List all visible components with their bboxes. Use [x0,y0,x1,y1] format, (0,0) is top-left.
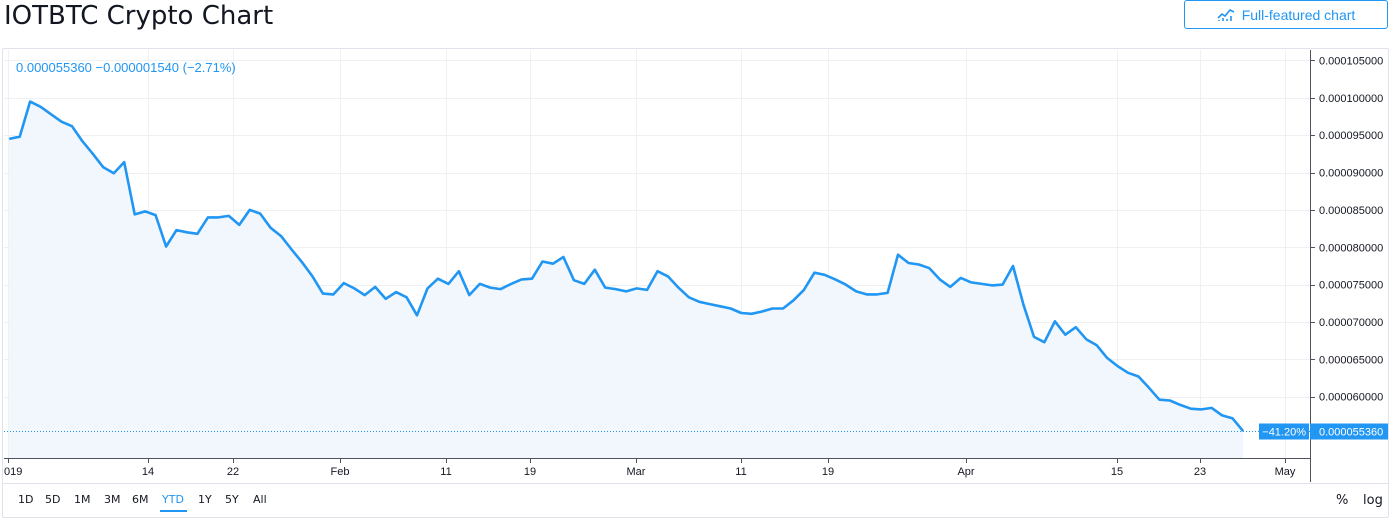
x-tick-label: Mar [627,466,646,478]
x-tick-label: 19 [822,466,834,478]
pct-badge-label: −41.20% [1262,427,1306,439]
x-tick-label: 11 [440,466,451,478]
price-badge-label: 0.000055360 [1319,427,1383,439]
y-tick-label: 0.000090000 [1319,168,1383,180]
series-area [9,101,1244,458]
percent-scale-button[interactable]: % [1336,493,1349,508]
x-tick-label: Feb [331,466,350,478]
range-button-ytd[interactable]: YTD [162,493,184,506]
chart-frame [2,48,1389,518]
series-line [8,100,1245,432]
range-button-5d[interactable]: 5D [45,493,61,506]
range-button-1d[interactable]: 1D [18,493,34,506]
range-button-3m[interactable]: 3M [104,493,121,506]
x-tick-label: 19 [524,466,536,478]
y-tick-label: 0.000075000 [1319,280,1383,292]
pct-badge-bg [1259,423,1309,440]
full-featured-chart-label: Full-featured chart [1241,6,1356,23]
y-tick-label: 0.000105000 [1319,55,1383,67]
y-tick-label: 0.000060000 [1319,392,1383,404]
y-tick-label: 0.000085000 [1319,205,1383,217]
active-range-underline [160,510,187,512]
x-tick-label: 23 [1194,466,1206,478]
full-featured-chart-button[interactable]: Full-featured chart [1184,0,1388,29]
x-tick-label: May [1275,466,1296,478]
y-tick-label: 0.000095000 [1319,130,1383,142]
x-tick-label: Apr [957,466,974,478]
x-tick-label: 15 [1111,466,1123,478]
bottom-toolbar: 1D 5D 1M 3M 6M YTD 1Y 5Y All % log [2,483,1389,518]
price-badge-bg [1310,423,1388,440]
range-button-1y[interactable]: 1Y [198,493,212,506]
range-button-6m[interactable]: 6M [132,493,149,506]
range-button-5y[interactable]: 5Y [225,493,239,506]
x-tick-label: 11 [735,466,746,478]
x-tick-label: 22 [227,466,239,478]
x-tick-label: 019 [4,466,22,478]
range-button-1m[interactable]: 1M [74,493,91,506]
y-tick-label: 0.000065000 [1319,354,1383,366]
log-scale-button[interactable]: log [1363,493,1383,508]
range-button-all[interactable]: All [253,493,267,506]
chart-icon [1217,8,1235,22]
price-legend: 0.000055360 −0.000001540 (−2.71%) [16,60,236,75]
page-title: IOTBTC Crypto Chart [4,1,274,31]
x-tick-label: 14 [142,466,154,478]
y-tick-label: 0.000100000 [1319,93,1383,105]
y-tick-label: 0.000080000 [1319,242,1383,254]
y-tick-label: 0.000070000 [1319,317,1383,329]
